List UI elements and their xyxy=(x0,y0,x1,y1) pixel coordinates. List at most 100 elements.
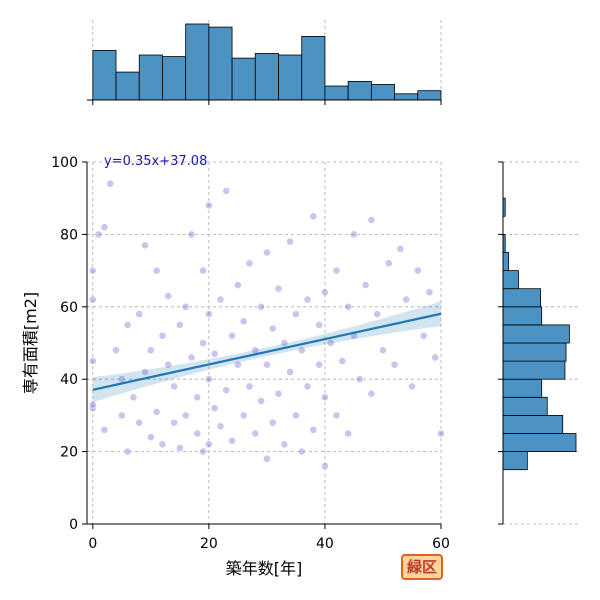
scatter-point xyxy=(361,281,370,289)
scatter-point xyxy=(233,281,242,289)
scatter-point xyxy=(175,320,184,329)
scatter-point xyxy=(129,393,138,402)
y-tick-label: 80 xyxy=(60,227,78,243)
right-hist-bar xyxy=(502,433,577,453)
scatter-point xyxy=(216,295,225,304)
scatter-point xyxy=(88,266,97,275)
scatter-point xyxy=(321,462,329,470)
right-hist-bar xyxy=(502,378,543,398)
scatter-point xyxy=(106,179,115,188)
top-histogram xyxy=(92,23,442,101)
scatter-point xyxy=(146,346,155,355)
y-ticks: 0 20 40 60 80 100 xyxy=(51,155,87,533)
scatter-point xyxy=(384,259,393,268)
scatter-point xyxy=(222,187,231,195)
scatter-point xyxy=(274,389,283,398)
scatter-point xyxy=(123,320,132,329)
scatter-point xyxy=(175,444,184,452)
y-axis-title: 専有面積[m2] xyxy=(21,292,40,394)
scatter-point xyxy=(117,411,126,420)
scatter-point xyxy=(158,331,167,340)
x-tick-label: 40 xyxy=(316,536,334,552)
scatter-point xyxy=(199,266,207,275)
scatter-point xyxy=(263,248,271,257)
x-ticks: 0 20 40 60 xyxy=(88,524,450,552)
scatter-point xyxy=(141,241,149,250)
scatter-point xyxy=(233,360,242,369)
scatter-point xyxy=(297,447,306,456)
top-hist-bar xyxy=(231,57,256,101)
scatter-point xyxy=(210,404,219,413)
x-tick-label: 20 xyxy=(200,536,218,552)
scatter-point xyxy=(431,353,440,362)
scatter-point xyxy=(263,454,271,463)
right-hist-bar xyxy=(502,324,570,344)
scatter-point xyxy=(141,368,149,376)
scatter-point xyxy=(193,429,202,438)
scatter-point xyxy=(187,230,196,239)
scatter-point xyxy=(437,429,445,438)
scatter-point xyxy=(245,382,254,391)
scatter-point xyxy=(309,212,318,221)
right-hist-bar xyxy=(502,252,509,272)
scatter-point xyxy=(187,353,196,362)
right-hist-bar xyxy=(502,360,566,380)
x-axis-title: 築年数[年] xyxy=(226,559,303,578)
right-hist-bar xyxy=(502,270,519,290)
scatter-point xyxy=(112,346,120,355)
right-hist-bar xyxy=(502,342,567,362)
top-hist-bar xyxy=(370,84,395,101)
scatter-point xyxy=(280,339,289,347)
scatter-point xyxy=(402,295,411,304)
scatter-point xyxy=(280,440,289,449)
scatter-point xyxy=(326,339,335,347)
scatter-point xyxy=(158,440,167,449)
y-tick-label: 60 xyxy=(60,300,78,316)
scatter-point xyxy=(268,418,277,427)
scatter-point xyxy=(152,266,161,275)
scatter-point xyxy=(321,393,329,402)
scatter-point xyxy=(88,295,97,304)
scatter-point xyxy=(199,447,207,456)
scatter-point xyxy=(286,368,295,376)
scatter-point xyxy=(100,425,109,434)
scatter-point xyxy=(204,310,213,318)
district-badge: 緑区 xyxy=(401,554,443,580)
scatter-point xyxy=(135,310,144,318)
scatter-point xyxy=(193,393,202,402)
scatter-point xyxy=(344,429,353,438)
scatter-point xyxy=(419,331,428,340)
scatter-point xyxy=(379,346,387,355)
scatter-point xyxy=(204,375,213,384)
scatter-point xyxy=(396,244,405,253)
scatter-point xyxy=(297,346,306,355)
scatter-point xyxy=(309,425,318,434)
scatter-point xyxy=(315,320,324,329)
right-hist-bar xyxy=(502,306,543,326)
scatter-point xyxy=(88,400,97,409)
top-hist-bar xyxy=(301,36,326,101)
top-hist-ticks xyxy=(92,100,442,105)
scatter-point xyxy=(199,339,207,347)
top-hist-bar xyxy=(162,56,187,101)
right-hist-ticks xyxy=(498,161,503,525)
scatter-point xyxy=(263,360,271,369)
scatter-point xyxy=(355,375,364,384)
scatter-point xyxy=(350,230,358,239)
scatter-point xyxy=(390,360,399,369)
scatter-point xyxy=(413,266,422,275)
top-hist-bar xyxy=(115,71,140,101)
scatter-point xyxy=(286,237,295,246)
scatter-point xyxy=(239,317,248,326)
x-tick-label: 0 xyxy=(88,536,97,552)
scatter-point xyxy=(152,407,161,416)
scatter-point xyxy=(181,411,190,420)
top-hist-bar xyxy=(394,93,419,101)
scatter-point xyxy=(257,302,265,311)
scatter-point xyxy=(239,411,248,420)
right-hist-bar xyxy=(502,288,542,308)
scatter-point xyxy=(135,418,144,427)
right-hist-bar xyxy=(502,451,528,471)
y-tick-label: 100 xyxy=(51,155,78,171)
